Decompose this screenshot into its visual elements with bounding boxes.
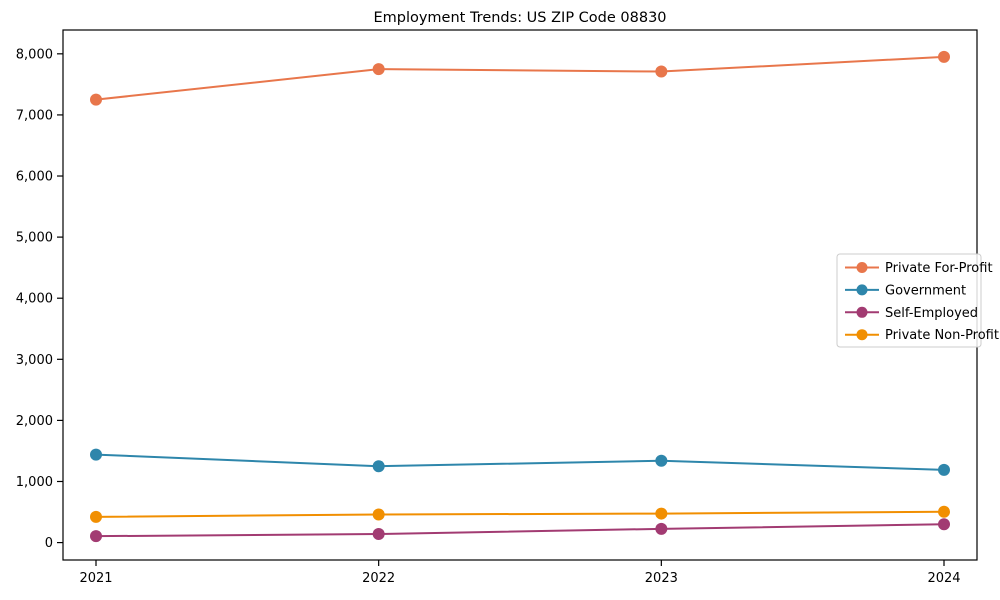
y-tick-label: 4,000: [16, 292, 53, 307]
data-point-marker: [90, 530, 102, 543]
legend-entry-label: Government: [885, 283, 966, 298]
y-tick-label: 6,000: [16, 170, 53, 185]
y-tick-label: 1,000: [16, 475, 53, 490]
legend-marker: [856, 284, 868, 296]
data-point-marker: [938, 463, 950, 476]
x-tick-label: 2021: [79, 571, 112, 586]
legend-marker: [856, 306, 868, 318]
data-point-marker: [938, 518, 950, 531]
legend-entry-label: Self-Employed: [885, 306, 978, 321]
y-tick-label: 0: [45, 536, 53, 551]
data-point-marker: [90, 510, 102, 523]
series-line: [95, 453, 945, 471]
data-point-marker: [90, 448, 102, 461]
legend-marker: [856, 262, 868, 273]
y-tick-label: 2,000: [16, 414, 53, 429]
y-tick-label: 5,000: [16, 231, 53, 246]
chart-title: Employment Trends: US ZIP Code 08830: [373, 10, 666, 26]
data-point-marker: [655, 454, 668, 467]
data-point-marker: [372, 508, 385, 521]
legend-entry-label: Private For-Profit: [885, 261, 993, 276]
y-axis: 0 1,000 2,000 3,000 4,000 5,000 6,000 7,000 8,00…: [16, 47, 63, 551]
data-point-marker: [655, 65, 668, 78]
series-line: [95, 510, 945, 518]
legend-box: [836, 253, 982, 348]
data-point-marker: [655, 507, 668, 520]
x-tick-label: 2023: [645, 571, 678, 586]
x-tick-label: 2022: [362, 571, 395, 586]
data-point-marker: [372, 460, 385, 473]
data-point-marker: [938, 50, 950, 63]
legend-entry-label: Private Non-Profit: [885, 328, 999, 343]
y-tick-label: 3,000: [16, 353, 53, 368]
data-point-marker: [655, 522, 668, 535]
series-layer: [90, 50, 950, 543]
data-point-marker: [372, 63, 385, 76]
y-tick-label: 7,000: [16, 108, 53, 123]
legend-marker: [856, 329, 868, 341]
data-point-marker: [90, 93, 102, 106]
x-tick-label: 2024: [927, 571, 960, 586]
data-point-marker: [938, 505, 950, 518]
x-axis: 2021 2022 2023 2024: [79, 560, 961, 586]
series-line: [95, 55, 945, 101]
data-point-marker: [372, 528, 385, 541]
series-line: [95, 523, 945, 538]
legend: Private For-Profit Government Self-Employe…: [836, 253, 999, 348]
y-tick-label: 8,000: [16, 47, 53, 62]
